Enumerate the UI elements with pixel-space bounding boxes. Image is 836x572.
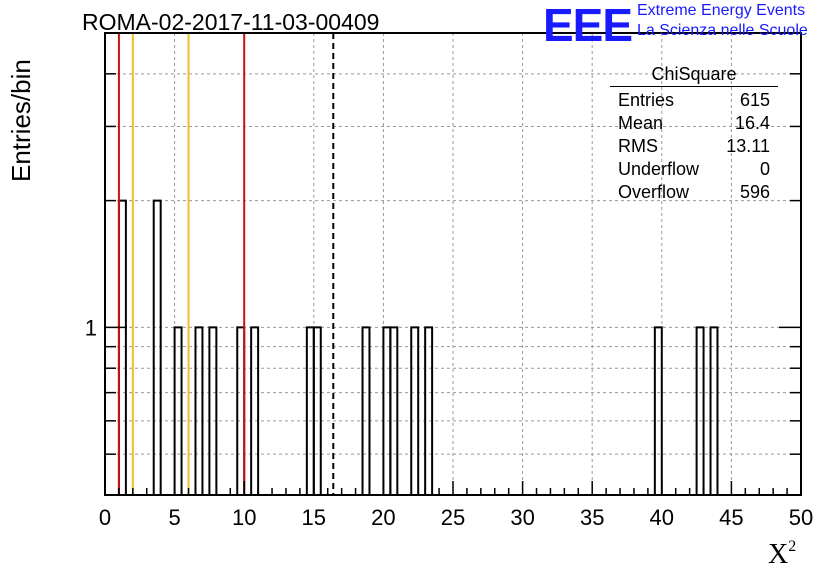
chart-title: ROMA-02-2017-11-03-00409 [82, 9, 380, 35]
x-tick-label: 45 [719, 505, 743, 530]
histogram-bin [695, 326, 705, 495]
histogram-bin [709, 326, 719, 495]
x-tick-label: 35 [580, 505, 604, 530]
histogram-bin [424, 326, 434, 495]
histogram-bin [389, 326, 399, 495]
y-tick-label: 1 [85, 315, 97, 340]
x-tick-label: 20 [371, 505, 395, 530]
histogram-bin [194, 326, 204, 495]
stats-label: Mean [618, 113, 664, 133]
stats-value: 596 [739, 182, 770, 202]
histogram-bin [173, 326, 183, 495]
stats-label: Entries [618, 90, 675, 110]
x-tick-label: 40 [650, 505, 674, 530]
logo-line-2: La Scienza nelle Scuole [637, 22, 808, 39]
histogram-bin [312, 326, 322, 495]
stats-value: 615 [739, 90, 770, 110]
logo-line-1: Extreme Energy Events [637, 2, 806, 19]
x-tick-label: 0 [99, 505, 111, 530]
histogram-bin [208, 326, 218, 495]
x-tick-label: 25 [441, 505, 465, 530]
x-tick-label: 30 [510, 505, 534, 530]
histogram-bin [250, 326, 260, 495]
histogram-bin [410, 326, 420, 495]
stats-box: ChiSquare Entries 615 Mean 16.4 RMS 13.1… [610, 64, 778, 204]
x-tick-label: 5 [168, 505, 180, 530]
x-axis-label-superscript: 2 [788, 538, 797, 555]
stats-value: 16.4 [734, 113, 770, 133]
stats-value: 13.11 [726, 136, 770, 156]
y-axis-label: Entries/bin [6, 59, 36, 182]
histogram-bin [152, 199, 162, 495]
x-axis-label: X2 [768, 538, 796, 571]
stats-row-entries: Entries 615 [610, 89, 778, 112]
histogram-bin [653, 326, 663, 495]
stats-label: Overflow [618, 182, 690, 202]
stats-label: Underflow [618, 159, 700, 179]
stats-row-overflow: Overflow 596 [610, 181, 778, 204]
stats-value: 0 [759, 159, 770, 179]
x-tick-label: 10 [232, 505, 256, 530]
stats-label: RMS [618, 136, 658, 156]
stats-title: ChiSquare [610, 64, 778, 87]
stats-row-mean: Mean 16.4 [610, 112, 778, 135]
x-tick-label: 50 [789, 505, 813, 530]
stats-row-rms: RMS 13.11 [610, 135, 778, 158]
eee-logo: EEE [543, 0, 633, 51]
x-axis-label-base: X [768, 539, 789, 570]
stats-row-underflow: Underflow 0 [610, 158, 778, 181]
x-tick-label: 15 [302, 505, 326, 530]
histogram-bin [361, 326, 371, 495]
